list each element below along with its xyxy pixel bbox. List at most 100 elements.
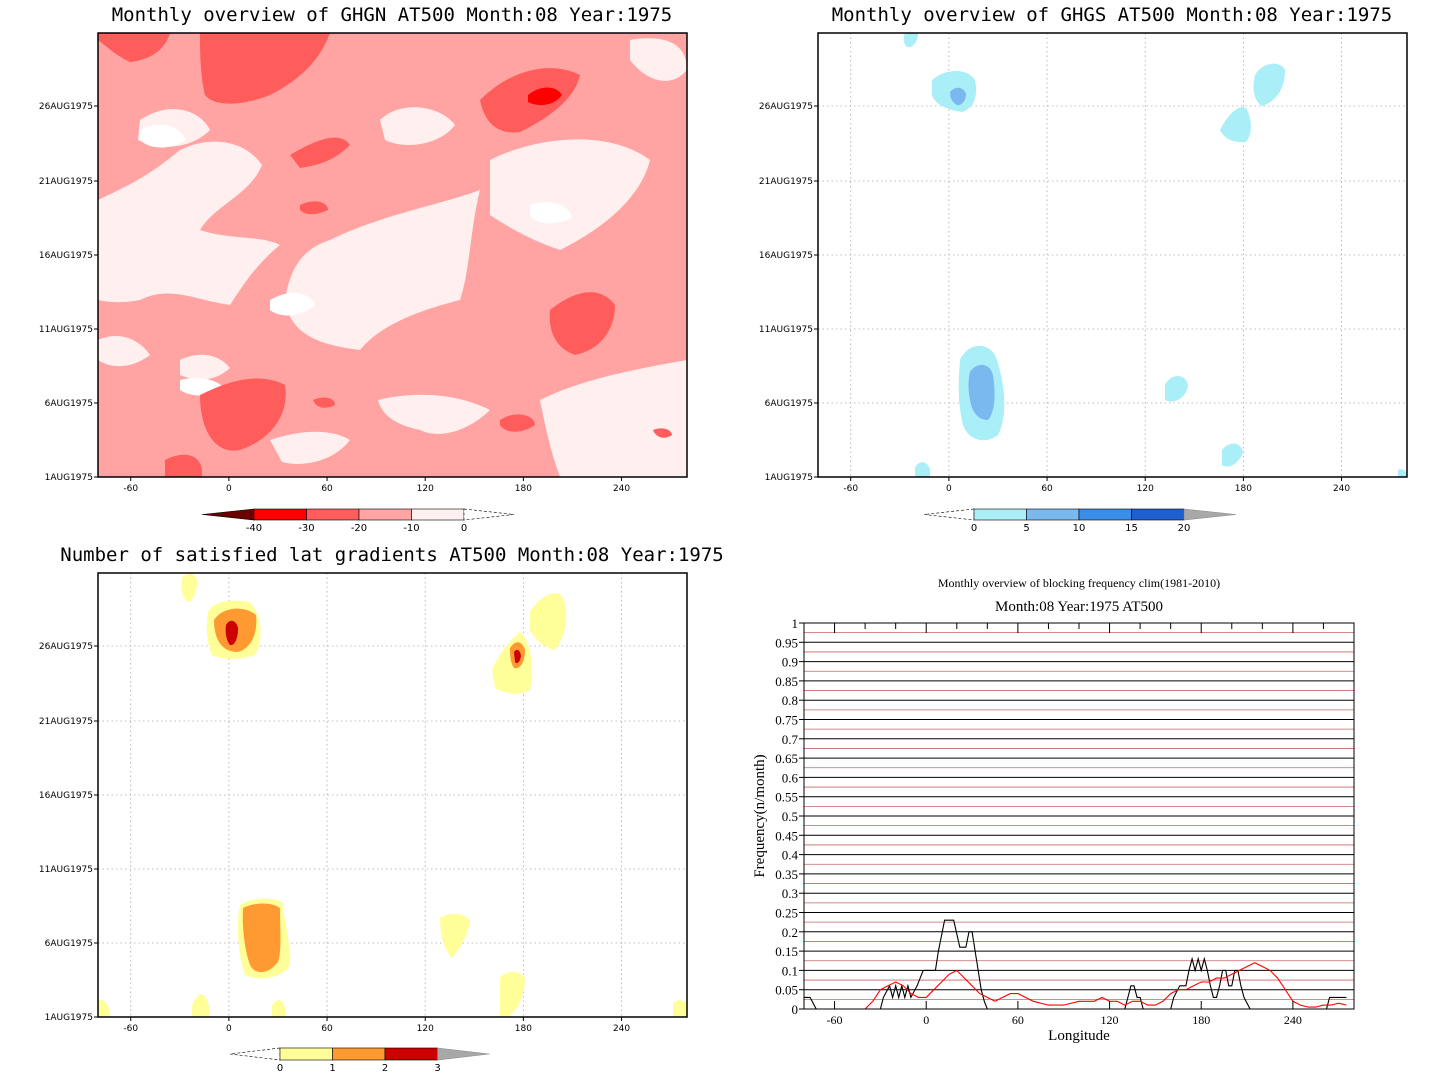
lat-colorbar-label: 3 bbox=[434, 1063, 440, 1074]
lat-colorbar-swatch bbox=[384, 1047, 438, 1061]
ghgs-x-tick-label: 0 bbox=[946, 484, 952, 494]
ghgs-colorbar-swatch bbox=[973, 508, 1027, 521]
ghgn-y-tick-label: 1AUG1975 bbox=[45, 473, 93, 483]
blocking-subtitle: Month:08 Year:1975 AT500 bbox=[995, 599, 1163, 615]
blocking-x-tick-label: -60 bbox=[827, 1013, 843, 1027]
ghgs-gridlines bbox=[818, 33, 1407, 477]
ghgn-colorbar-swatch bbox=[411, 508, 465, 521]
ghgn-x-tick-label: 0 bbox=[226, 484, 232, 494]
ghgn-colorbar-low-arrow bbox=[201, 508, 255, 521]
blocking-y-tick-label: 0.8 bbox=[782, 693, 798, 708]
blocking-y-tick-label: 0.45 bbox=[775, 828, 798, 843]
blocking-y-tick-label: 0 bbox=[792, 1002, 799, 1017]
blocking-x-tick-label: 240 bbox=[1284, 1013, 1302, 1027]
lat-x-tick-label: 60 bbox=[321, 1024, 333, 1034]
blocking-axes: 0 0.05 0.1 0.15 0.2 0.25 0.3 0.35 0.4 0.45 0.5 0.55… bbox=[775, 616, 1355, 1027]
blocking-y-tick-label: 0.9 bbox=[782, 655, 798, 670]
ghgn-title: Monthly overview of GHGN AT500 Month:08 … bbox=[112, 4, 673, 26]
ghgn-x-tick-label: 120 bbox=[417, 484, 434, 494]
ghgn-colorbar-swatch bbox=[306, 508, 360, 521]
ghgs-colorbar-label: 5 bbox=[1023, 523, 1029, 534]
lat-x-tick-label: -60 bbox=[123, 1024, 138, 1034]
lat-x-tick-label: 240 bbox=[613, 1024, 630, 1034]
ghgn-x-tick-label: 60 bbox=[321, 484, 333, 494]
ghgs-colorbar-label: 10 bbox=[1073, 523, 1086, 534]
ghgs-colorbar-swatch bbox=[1078, 508, 1132, 521]
ghgs-colorbar: 0 5 10 15 20 bbox=[923, 508, 1237, 534]
ghgs-contour-field bbox=[903, 33, 1407, 477]
ghgn-colorbar-swatch bbox=[358, 508, 412, 521]
blocking-title: Monthly overview of blocking frequency c… bbox=[938, 576, 1220, 590]
lat-x-tick-label: 0 bbox=[226, 1024, 232, 1034]
ghgs-x-tick-label: -60 bbox=[843, 484, 858, 494]
ghgn-colorbar-label: -20 bbox=[351, 523, 367, 534]
blocking-series-line-0 bbox=[804, 919, 1347, 1009]
ghgs-y-tick-label: 1AUG1975 bbox=[765, 473, 813, 483]
panel-ghgn: Monthly overview of GHGN AT500 Month:08 … bbox=[39, 4, 688, 534]
ghgs-y-tick-label: 6AUG1975 bbox=[765, 399, 813, 409]
blocking-y-tick-label: 0.15 bbox=[775, 944, 798, 959]
lat-colorbar-label: 2 bbox=[382, 1063, 388, 1074]
blocking-x-tick-label: 0 bbox=[923, 1013, 929, 1027]
ghgs-colorbar-low-arrow bbox=[923, 508, 975, 521]
lat-title: Number of satisfied lat gradients AT500 … bbox=[60, 544, 723, 566]
blocking-ylabel: Frequency(n/month) bbox=[752, 754, 768, 877]
blocking-y-tick-label: 0.25 bbox=[775, 906, 798, 921]
lat-y-tick-label: 1AUG1975 bbox=[45, 1013, 93, 1023]
blocking-y-tick-label: 0.3 bbox=[782, 886, 798, 901]
ghgs-colorbar-swatch bbox=[1131, 508, 1185, 521]
lat-x-tick-label: 120 bbox=[417, 1024, 434, 1034]
ghgn-colorbar-label: -30 bbox=[298, 523, 314, 534]
ghgn-colorbar-high-arrow bbox=[463, 508, 515, 521]
ghgn-colorbar: -40 -30 -20 -10 0 bbox=[201, 508, 515, 534]
blocking-x-tick-label: 60 bbox=[1012, 1013, 1024, 1027]
lat-axes: -60 0 60 120 180 240 26AUG1975 21AUG1975 16AUG19… bbox=[39, 642, 630, 1034]
ghgn-x-tick-label: -60 bbox=[123, 484, 138, 494]
ghgs-colorbar-swatch bbox=[1026, 508, 1080, 521]
ghgs-colorbar-label: 0 bbox=[971, 523, 977, 534]
ghgs-y-tick-label: 16AUG1975 bbox=[759, 251, 813, 261]
blocking-y-tick-label: 0.95 bbox=[775, 635, 798, 650]
ghgs-x-tick-label: 60 bbox=[1041, 484, 1053, 494]
lat-colorbar-high-arrow bbox=[437, 1047, 490, 1061]
ghgn-colorbar-label: -40 bbox=[246, 523, 262, 534]
ghgs-colorbar-label: 20 bbox=[1178, 523, 1191, 534]
lat-y-tick-label: 11AUG1975 bbox=[39, 865, 93, 875]
ghgn-y-tick-label: 11AUG1975 bbox=[39, 325, 93, 335]
blocking-y-tick-label: 1 bbox=[792, 616, 799, 631]
lat-y-tick-label: 26AUG1975 bbox=[39, 642, 93, 652]
blocking-y-tick-label: 0.1 bbox=[782, 963, 798, 978]
lat-contour-field bbox=[98, 573, 687, 1017]
lat-x-tick-label: 180 bbox=[515, 1024, 532, 1034]
blocking-y-tick-label: 0.35 bbox=[775, 867, 798, 882]
lat-colorbar-label: 0 bbox=[277, 1063, 283, 1074]
blocking-series-line-1 bbox=[804, 962, 1347, 1009]
blocking-y-tick-label: 0.05 bbox=[775, 983, 798, 998]
ghgn-axes: -60 0 60 120 180 240 26AUG1975 21AUG1975 16AUG19… bbox=[39, 102, 630, 494]
ghgn-y-tick-label: 6AUG1975 bbox=[45, 399, 93, 409]
blocking-y-tick-label: 0.75 bbox=[775, 713, 798, 728]
ghgn-y-tick-label: 26AUG1975 bbox=[39, 102, 93, 112]
ghgs-colorbar-label: 15 bbox=[1125, 523, 1138, 534]
ghgs-y-tick-label: 11AUG1975 bbox=[759, 325, 813, 335]
ghgn-y-tick-label: 16AUG1975 bbox=[39, 251, 93, 261]
blocking-y-tick-label: 0.85 bbox=[775, 674, 798, 689]
blocking-x-tick-label: 120 bbox=[1101, 1013, 1119, 1027]
lat-y-tick-label: 21AUG1975 bbox=[39, 717, 93, 727]
blocking-y-tick-label: 0.2 bbox=[782, 925, 798, 940]
ghgs-y-tick-label: 21AUG1975 bbox=[759, 177, 813, 187]
lat-colorbar-low-arrow bbox=[229, 1047, 281, 1061]
lat-y-tick-label: 6AUG1975 bbox=[45, 939, 93, 949]
blocking-gridlines bbox=[804, 622, 1354, 1010]
blocking-y-tick-label: 0.5 bbox=[782, 809, 798, 824]
blocking-y-tick-label: 0.65 bbox=[775, 751, 798, 766]
lat-gridlines bbox=[98, 573, 687, 1017]
lat-colorbar-swatch bbox=[279, 1047, 333, 1061]
blocking-y-tick-label: 0.7 bbox=[782, 732, 799, 747]
blocking-series bbox=[804, 919, 1347, 1009]
ghgn-colorbar-label: 0 bbox=[461, 523, 467, 534]
ghgn-y-tick-label: 21AUG1975 bbox=[39, 177, 93, 187]
ghgn-colorbar-swatch bbox=[253, 508, 307, 521]
lat-colorbar-label: 1 bbox=[329, 1063, 335, 1074]
